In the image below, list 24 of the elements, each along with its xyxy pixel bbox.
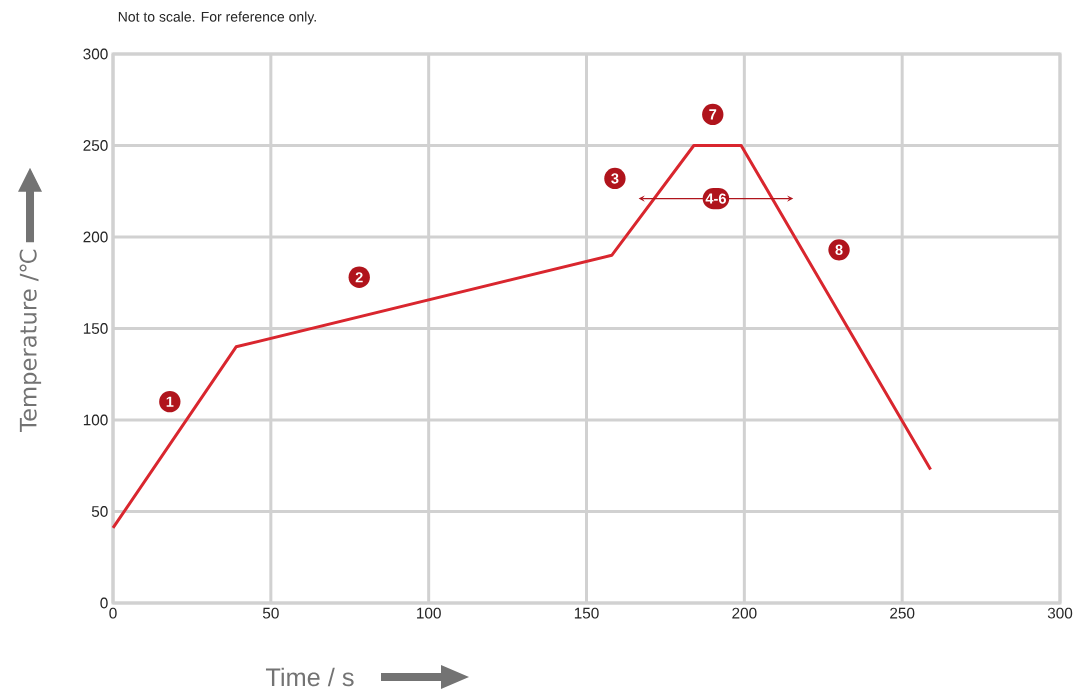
x-axis-title: Time / s: [265, 667, 354, 687]
annotation: 4-6: [705, 193, 726, 204]
chart-title: Not to scale. For reference only.: [118, 11, 316, 25]
y-axis-title: Temperature /℃: [19, 249, 42, 433]
y-tick-label: 0: [100, 597, 108, 609]
x-tick-label: 300: [1047, 607, 1073, 619]
x-tick-label: 250: [890, 607, 915, 619]
x-tick-label: 0: [109, 607, 117, 619]
x-tick-label: 200: [732, 607, 757, 619]
y-tick-label: 100: [83, 414, 108, 426]
y-tick-label: 50: [91, 506, 108, 517]
x-tick-label: 100: [417, 607, 441, 619]
y-tick-label: 250: [83, 140, 108, 151]
annotation: 2: [355, 272, 363, 283]
annotation: 1: [166, 396, 174, 407]
y-tick-label: 150: [83, 323, 108, 334]
y-tick-label: 300: [83, 48, 108, 60]
x-tick-label: 150: [574, 607, 599, 619]
annotation: 3: [611, 173, 619, 184]
y-tick-label: 200: [83, 231, 108, 243]
annotation: 8: [835, 244, 843, 255]
line-series: [111, 143, 933, 530]
x-tick-label: 50: [262, 607, 279, 619]
annotation: 7: [709, 109, 717, 120]
